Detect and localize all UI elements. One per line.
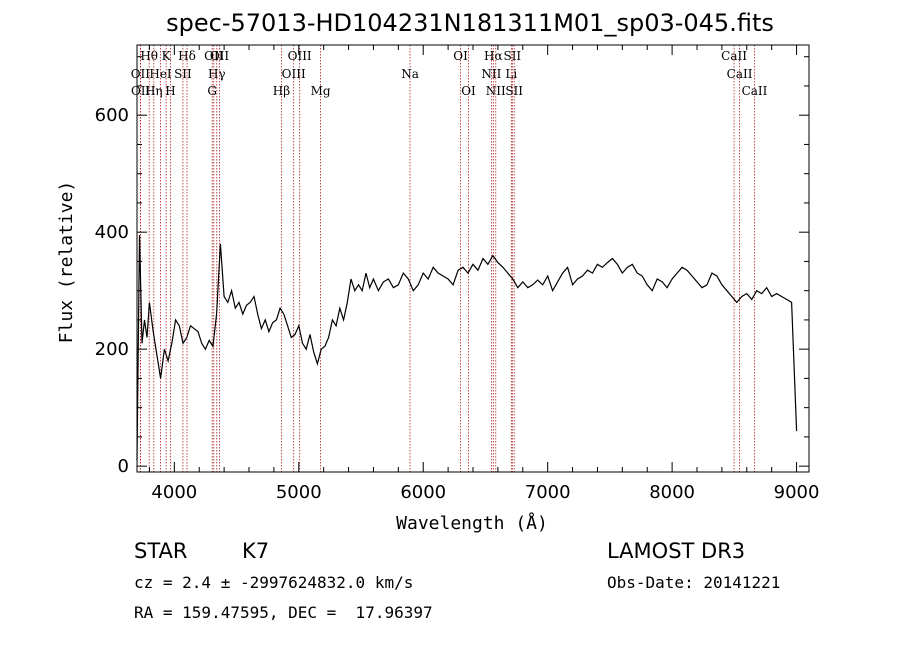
line-marker-label: NII: [481, 67, 501, 81]
redshift-line: cz = 2.4 ± -2997624832.0 km/s: [134, 573, 414, 592]
x-tick-label: 6000: [400, 482, 446, 503]
chart-title: spec-57013-HD104231N181311M01_sp03-045.f…: [166, 9, 774, 37]
x-tick-label: 7000: [525, 482, 571, 503]
line-marker-label: CaII: [727, 67, 753, 81]
y-axis-label: Flux (relative): [56, 181, 77, 344]
x-tick-label: 9000: [774, 482, 820, 503]
line-marker-label: K: [162, 49, 172, 63]
y-tick-label: 400: [95, 222, 129, 243]
line-marker-label: NII: [486, 84, 506, 98]
line-marker-label: Hα: [484, 49, 503, 63]
line-marker-label: OIII: [288, 49, 312, 63]
line-marker-label: OI: [453, 49, 468, 63]
line-marker-label: H: [165, 84, 175, 98]
line-marker-label: Hθ: [140, 49, 158, 63]
line-marker-label: CaII: [721, 49, 747, 63]
plot-frame: [136, 44, 810, 473]
line-marker-label: CaII: [742, 84, 768, 98]
obs-date: Obs-Date: 20141221: [607, 573, 781, 592]
y-axis-ticks: 0 200 400 600: [95, 56, 809, 477]
x-axis-label: Wavelength (Å): [396, 512, 548, 534]
line-marker-label: SII: [505, 84, 523, 98]
line-marker-labels: HθOIIOIIHηHeIKHSIIHδGOIIHγOIIHβOIIIOIIIM…: [131, 49, 768, 98]
y-tick-label: 0: [118, 456, 129, 477]
ra-dec: RA = 159.47595, DEC = 17.96397: [134, 603, 433, 622]
line-marker-label: OII: [204, 49, 224, 63]
line-marker-label: Hγ: [208, 67, 226, 81]
line-marker-label: Na: [401, 67, 419, 81]
line-markers: [139, 45, 755, 472]
x-tick-label: 8000: [649, 482, 695, 503]
line-marker-label: Li: [505, 67, 517, 81]
survey-name: LAMOST DR3: [607, 539, 746, 563]
y-tick-label: 600: [95, 105, 129, 126]
x-tick-label: 5000: [276, 482, 322, 503]
line-marker-label: OII: [131, 84, 151, 98]
line-marker-label: Hη: [145, 84, 163, 98]
object-subclass: K7: [242, 539, 270, 563]
spectrum-line: [136, 235, 798, 461]
line-marker-label: SII: [174, 67, 192, 81]
line-marker-label: HeI: [149, 67, 172, 81]
line-marker-label: Mg: [311, 84, 331, 98]
line-marker-label: SII: [503, 49, 521, 63]
line-marker-label: OII: [131, 67, 151, 81]
line-marker-label: OI: [461, 84, 476, 98]
x-tick-label: 4000: [151, 482, 197, 503]
line-marker-label: OII: [210, 49, 230, 63]
line-marker-label: Hδ: [178, 49, 196, 63]
line-marker-label: G: [207, 84, 217, 98]
y-tick-label: 200: [95, 339, 129, 360]
x-axis-ticks: 4000 5000 6000 7000 8000 9000: [148, 45, 820, 503]
object-class: STAR: [134, 539, 188, 563]
line-marker-label: Hβ: [273, 84, 290, 98]
line-marker-label: OIII: [282, 67, 306, 81]
